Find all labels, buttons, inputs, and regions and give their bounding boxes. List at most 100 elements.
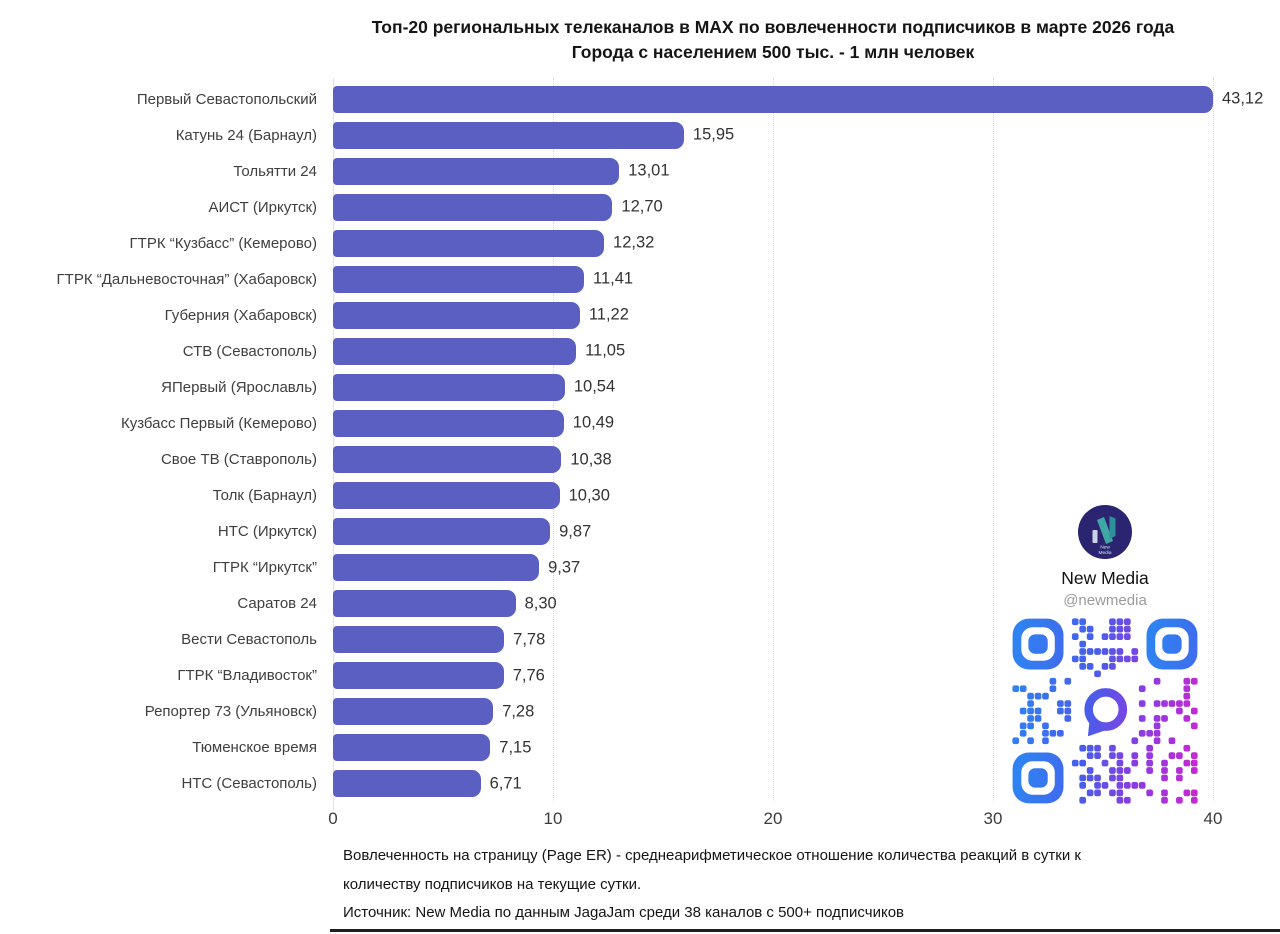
qr-code (1012, 618, 1198, 804)
chart-subtitle: Города с населением 500 тыс. - 1 млн чел… (571, 42, 975, 62)
x-axis-tick-label: 10 (543, 809, 563, 828)
gridline (773, 78, 774, 802)
x-axis-tick-label: 40 (1203, 809, 1223, 828)
category-label: АИСТ (Иркутск) (208, 198, 317, 216)
bar-row: Репортер 73 (Ульяновск) 7,28 (0, 694, 1213, 730)
value-label: 8,30 (524, 594, 557, 613)
bar-row: ГТРК “Иркутск” 9,37 (0, 550, 1213, 586)
bottom-divider (330, 929, 1280, 932)
footnote-source: Источник: New Media по данным JagaJam ср… (343, 904, 904, 921)
value-label: 9,37 (548, 558, 581, 577)
value-label: 7,76 (512, 666, 545, 685)
bar-row: ЯПервый (Ярославль) 10,54 (0, 369, 1213, 405)
bar-row: ГТРК “Владивосток” 7,76 (0, 658, 1213, 694)
x-axis-tick-label: 20 (763, 809, 783, 828)
bar (333, 193, 613, 221)
category-label: НТС (Севастополь) (181, 775, 317, 793)
category-label: Первый Севастопольский (136, 90, 317, 108)
bar-row: НТС (Севастополь) 6,71 (0, 766, 1213, 802)
bar-row: Катунь 24 (Барнаул) 15,95 (0, 117, 1213, 153)
svg-text:New: New (1100, 545, 1110, 551)
bar-row: Тольятти 24 13,01 (0, 153, 1213, 189)
bar-row: ГТРК “Дальневосточная” (Хабаровск) 11,41 (0, 261, 1213, 297)
category-label: Катунь 24 (Барнаул) (175, 126, 317, 144)
gridline (553, 78, 554, 802)
bar (333, 121, 684, 149)
gridline (333, 78, 334, 811)
bar-row: Губерния (Хабаровск) 11,22 (0, 297, 1213, 333)
value-label: 10,38 (570, 450, 612, 468)
title-block: Топ-20 региональных телеканалов в MAX по… (273, 15, 1273, 65)
speech-bubble-icon (1074, 680, 1136, 742)
bar-row: АИСТ (Иркутск) 12,70 (0, 189, 1213, 225)
category-label: Тюменское время (192, 739, 317, 757)
category-label: Репортер 73 (Ульяновск) (144, 703, 317, 721)
bar-row: Свое ТВ (Ставрополь) 10,38 (0, 442, 1213, 478)
bar (333, 698, 494, 726)
gridline (993, 78, 994, 802)
category-label: Тольятти 24 (233, 162, 317, 180)
bar-row: Вести Севастополь 7,78 (0, 622, 1213, 658)
category-label: Губерния (Хабаровск) (164, 306, 317, 324)
bar (333, 373, 565, 401)
bar (333, 337, 577, 365)
value-label: 7,28 (502, 702, 535, 721)
bar (333, 590, 516, 618)
bar-row: Саратов 24 8,30 (0, 586, 1213, 622)
category-label: ГТРК “Иркутск” (212, 559, 317, 577)
value-label: 7,15 (499, 738, 532, 757)
category-label: Свое ТВ (Ставрополь) (160, 451, 317, 468)
qr-finder-pattern (1012, 752, 1064, 804)
value-label: 10,30 (568, 486, 610, 505)
value-label: 7,78 (513, 630, 546, 649)
bar (333, 662, 504, 690)
qr-modules (1012, 618, 1198, 804)
bar (333, 157, 620, 185)
x-axis-tick-label: 0 (328, 809, 338, 828)
newmedia-logo-icon: New Media (1078, 505, 1132, 559)
bar (333, 734, 491, 762)
bar (333, 626, 505, 654)
value-label: 43,12 (1222, 89, 1264, 108)
x-axis-tick-label: 30 (983, 809, 1003, 828)
value-label: 11,05 (585, 341, 626, 360)
value-label: 10,54 (573, 377, 616, 396)
bar-row: ГТРК “Кузбасс” (Кемерово) 12,32 (0, 225, 1213, 261)
bar (333, 229, 605, 257)
brand-block: New Media New Media @newmedia (1012, 505, 1198, 609)
bar (333, 85, 1213, 113)
value-label: 15,95 (692, 125, 735, 144)
category-label: СТВ (Севастополь) (182, 342, 317, 360)
brand-handle: @newmedia (1063, 592, 1147, 609)
bar-row: НТС (Иркутск) 9,87 (0, 514, 1213, 550)
value-label: 13,01 (628, 161, 670, 180)
category-label: ГТРК “Владивосток” (177, 667, 317, 685)
bar-row: Первый Севастопольский 43,12 (0, 81, 1263, 117)
footnote-definition-line1: Вовлеченность на страницу (Page ER) - ср… (343, 847, 1081, 864)
bar (333, 518, 551, 546)
category-label: ГТРК “Дальневосточная” (Хабаровск) (56, 270, 317, 288)
qr-finder-pattern (1146, 618, 1198, 670)
value-label: 10,49 (572, 413, 615, 432)
gridline (1213, 78, 1214, 802)
bar-row: Кузбасс Первый (Кемерово) 10,49 (0, 405, 1213, 441)
footnote-definition-line2: количеству подписчиков на текущие сутки. (343, 875, 642, 893)
bar (333, 409, 564, 437)
category-label: ГТРК “Кузбасс” (Кемерово) (129, 234, 317, 252)
bar (333, 770, 481, 798)
bar (333, 482, 560, 510)
bar (333, 554, 540, 582)
category-label: Саратов 24 (237, 595, 317, 613)
value-label: 12,32 (613, 233, 655, 252)
bar-row: СТВ (Севастополь) 11,05 (0, 333, 1213, 369)
bar-row: Тюменское время 7,15 (0, 730, 1213, 766)
category-label: Толк (Барнаул) (212, 487, 317, 505)
value-label: 11,22 (588, 305, 629, 324)
footnote: Вовлеченность на страницу (Page ER) - ср… (343, 842, 1081, 928)
value-label: 11,41 (593, 269, 634, 288)
qr-finder-pattern (1012, 618, 1064, 670)
category-label: Вести Севастополь (181, 631, 317, 649)
category-label: НТС (Иркутск) (217, 523, 317, 541)
